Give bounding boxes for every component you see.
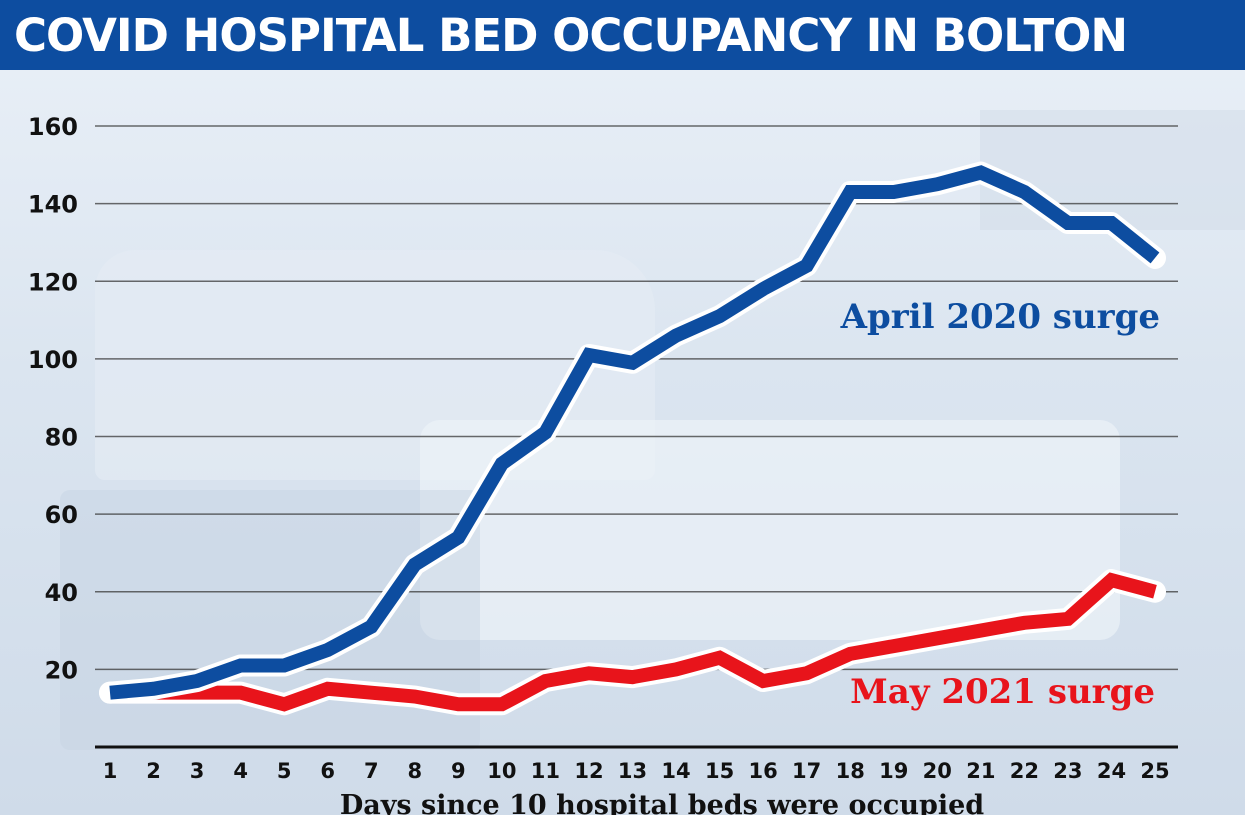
- x-tick-label: 10: [487, 759, 516, 783]
- x-tick-label: 17: [792, 759, 821, 783]
- x-tick-label: 5: [277, 759, 292, 783]
- x-tick-label: 20: [923, 759, 952, 783]
- series-label-may-2021: May 2021 surge: [850, 672, 1155, 712]
- y-tick-label: 160: [28, 113, 78, 141]
- chart-title: COVID HOSPITAL BED OCCUPANCY IN BOLTON: [14, 9, 1128, 62]
- x-tick-label: 13: [618, 759, 647, 783]
- y-tick-label: 80: [45, 424, 78, 452]
- series-outline-april-2020: [99, 161, 1166, 704]
- x-tick-label: 3: [190, 759, 205, 783]
- x-tick-label: 21: [966, 759, 995, 783]
- x-tick-label: 12: [574, 759, 603, 783]
- x-tick-label: 9: [451, 759, 466, 783]
- title-bar: COVID HOSPITAL BED OCCUPANCY IN BOLTON: [0, 0, 1245, 70]
- background-mattress-shape: [420, 420, 1120, 640]
- background-cabinet-shape: [980, 110, 1245, 230]
- y-tick-label: 40: [45, 579, 78, 607]
- x-tick-label: 19: [879, 759, 908, 783]
- y-tick-label: 100: [28, 346, 78, 374]
- x-tick-label: 14: [661, 759, 690, 783]
- series-label-april-2020: April 2020 surge: [840, 297, 1160, 337]
- x-tick-label: 8: [407, 759, 422, 783]
- plot-area: [0, 70, 1245, 815]
- x-tick-label: 4: [233, 759, 248, 783]
- y-tick-label: 60: [45, 501, 78, 529]
- x-tick-label: 15: [705, 759, 734, 783]
- x-axis-title: Days since 10 hospital beds were occupie…: [340, 790, 984, 815]
- y-tick-label: 120: [28, 268, 78, 296]
- y-tick-label: 140: [28, 191, 78, 219]
- x-tick-label: 18: [836, 759, 865, 783]
- x-tick-label: 16: [749, 759, 778, 783]
- y-tick-label: 20: [45, 656, 78, 684]
- series-line-april-2020: [109, 165, 1160, 700]
- series-line-may-2021: [110, 572, 1157, 712]
- x-tick-label: 25: [1140, 759, 1169, 783]
- x-tick-label: 11: [531, 759, 560, 783]
- x-tick-label: 23: [1053, 759, 1082, 783]
- x-tick-label: 24: [1097, 759, 1126, 783]
- x-tick-label: 7: [364, 759, 379, 783]
- x-tick-label: 2: [146, 759, 161, 783]
- x-tick-label: 6: [320, 759, 335, 783]
- x-tick-label: 22: [1010, 759, 1039, 783]
- x-tick-label: 1: [103, 759, 118, 783]
